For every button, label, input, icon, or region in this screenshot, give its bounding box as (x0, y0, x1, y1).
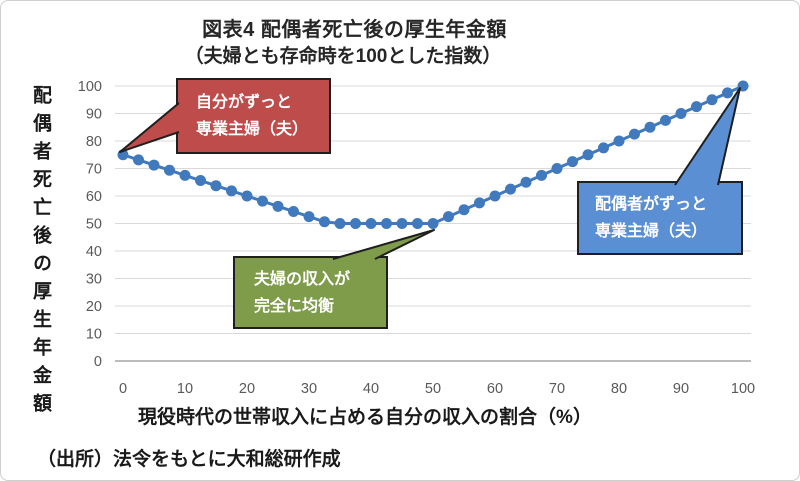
svg-text:60: 60 (86, 189, 102, 205)
callout-text: 自分がずっと (196, 94, 293, 111)
y-axis-title: 配偶者死亡後の厚生年金額 (30, 85, 51, 421)
source-note: （出所）法令をもとに大和総研作成 (37, 449, 341, 470)
callout-text: 夫婦の収入が (254, 270, 351, 288)
svg-text:40: 40 (86, 244, 102, 260)
svg-text:90: 90 (673, 381, 689, 397)
svg-text:20: 20 (239, 381, 255, 397)
chart-title: 図表4 配偶者死亡後の厚生年金額 (202, 19, 507, 41)
svg-text:0: 0 (94, 354, 102, 370)
svg-text:90: 90 (86, 107, 102, 123)
svg-text:0: 0 (119, 381, 127, 397)
callout-text: 配偶者がずっと (595, 196, 708, 213)
callout-spouse-housewife: 配偶者がずっと 専業主婦（夫） (577, 181, 743, 255)
svg-text:30: 30 (301, 381, 317, 397)
svg-text:100: 100 (731, 381, 755, 397)
callout-text: 専業主婦（夫） (595, 223, 708, 240)
x-axis-title: 現役時代の世帯収入に占める自分の収入の割合（%） (138, 407, 592, 428)
svg-text:70: 70 (549, 381, 565, 397)
callout-text: 専業主婦（夫） (196, 121, 309, 138)
callout-tail-green (332, 229, 435, 260)
callout-equal-income: 夫婦の収入が 完全に均衡 (233, 256, 388, 329)
svg-text:10: 10 (177, 381, 193, 397)
callout-own-housewife: 自分がずっと 専業主婦（夫） (176, 78, 331, 154)
callout-text: 完全に均衡 (254, 297, 335, 315)
svg-text:60: 60 (487, 381, 503, 397)
callout-tail-blue (674, 87, 741, 186)
svg-text:80: 80 (611, 381, 627, 397)
svg-text:70: 70 (86, 162, 102, 178)
callout-tail-red (119, 102, 180, 153)
svg-text:10: 10 (86, 327, 102, 343)
chart-subtitle: （夫婦とも存命時を100とした指数） (184, 46, 502, 67)
svg-text:50: 50 (86, 217, 102, 233)
svg-text:100: 100 (78, 79, 102, 95)
svg-text:80: 80 (86, 134, 102, 150)
svg-text:30: 30 (86, 272, 102, 288)
svg-text:40: 40 (363, 381, 379, 397)
svg-text:20: 20 (86, 299, 102, 315)
svg-text:50: 50 (425, 381, 441, 397)
